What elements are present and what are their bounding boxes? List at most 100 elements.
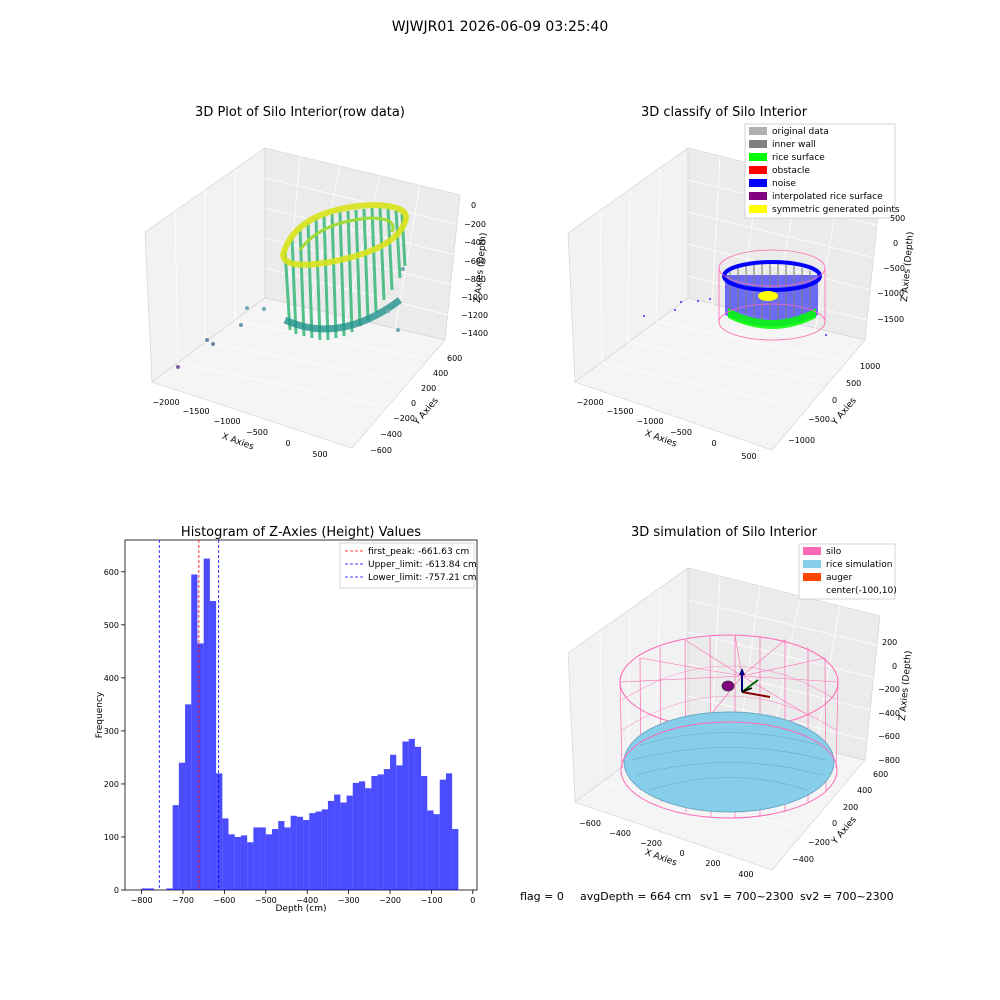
histogram-y-tick-label: 400 [104, 674, 119, 683]
histogram-y-tick-label: 300 [104, 727, 119, 736]
raw-x-tick: 500 [312, 450, 327, 459]
histogram-bar [414, 746, 422, 890]
footer-sv2: sv2 = 700~2300 [800, 890, 894, 903]
histogram-bar [327, 800, 335, 890]
simulation-y-tick: 600 [873, 770, 888, 779]
simulation-x-tick: 200 [705, 859, 720, 868]
classify-legend-swatch [749, 153, 767, 161]
histogram-bar [216, 773, 223, 890]
classify-x-tick: −1500 [606, 407, 633, 416]
simulation-legend-label: silo [826, 547, 842, 557]
classify-floor-pane [574, 297, 866, 451]
classify-rice-surface [728, 308, 816, 329]
histogram-bar [178, 762, 186, 890]
histogram-bar [352, 782, 359, 890]
classify-legend-label: rice surface [772, 153, 825, 163]
histogram-bar [203, 558, 210, 890]
classify-panel: 3D classify of Silo Interior origina [567, 105, 916, 461]
center-marker [721, 680, 735, 692]
histogram-bar [358, 781, 366, 890]
simulation-x-tick: 0 [679, 849, 684, 858]
simulation-z-tick: −800 [878, 756, 900, 765]
histogram-bar [253, 827, 260, 890]
histogram-legend-box [339, 542, 475, 589]
classify-legend-label: symmetric generated points [772, 205, 900, 215]
silo-roof-lines [619, 634, 839, 729]
histogram-y-tick-label: 100 [104, 833, 119, 842]
raw-outlier [396, 328, 400, 332]
histogram-bar [365, 788, 372, 890]
raw-z-tick: 0 [471, 201, 476, 210]
classify-x-ticks: −2000 −1500 −1000 −500 0 500 [576, 398, 756, 461]
histogram-bar [396, 765, 403, 890]
classify-noise-point [643, 315, 645, 317]
raw-y-tick: −200 [393, 414, 415, 423]
raw-outlier [239, 323, 243, 327]
histogram-bar [209, 600, 217, 890]
simulation-z-tick: −600 [878, 732, 900, 741]
histogram-x-tick-label: −200 [379, 896, 401, 905]
simulation-z-label: Z Axies (Depth) [898, 650, 914, 721]
histogram-legend-label: Lower_limit: -757.21 cm [368, 573, 476, 583]
histogram-legend-label: Upper_limit: -613.84 cm [368, 560, 477, 570]
histogram-bar [452, 829, 459, 890]
histogram-x-tick-label: −400 [296, 896, 318, 905]
classify-y-tick: −1000 [788, 436, 815, 445]
classify-x-tick: −500 [670, 428, 692, 437]
raw-y-tick: 400 [433, 369, 448, 378]
histogram-y-ticks: 0 100 200 300 400 500 600 [104, 568, 125, 895]
simulation-z-tick: 200 [882, 638, 897, 647]
histogram-bar [247, 842, 254, 890]
classify-legend-label: obstacle [772, 166, 810, 176]
simulation-legend-label: auger [826, 573, 852, 583]
histogram-bar [390, 754, 397, 890]
classify-x-tick: 500 [741, 452, 756, 461]
footer-flag: flag = 0 [520, 890, 564, 903]
classify-noise-point [709, 298, 711, 300]
raw-outlier [386, 309, 390, 313]
histogram-bar [334, 794, 341, 890]
footer-sv1: sv1 = 700~2300 [700, 890, 794, 903]
classify-cylinder [643, 249, 827, 341]
raw-z-tick: −1000 [461, 293, 488, 302]
histogram-bar [309, 813, 316, 890]
classify-legend-label: interpolated rice surface [772, 192, 883, 202]
histogram-x-tick-label: −300 [338, 896, 360, 905]
raw-y-ticks: −600 −400 −200 0 200 400 600 [370, 354, 462, 455]
histogram-bar [290, 815, 297, 890]
histogram-x-tick-label: −100 [420, 896, 442, 905]
histogram-bar [191, 574, 198, 890]
raw-y-tick: 200 [421, 384, 436, 393]
simulation-y-tick: −200 [808, 838, 830, 847]
classify-legend-swatch [749, 166, 767, 174]
raw-x-tick: −1000 [213, 417, 240, 426]
simulation-x-ticks: −600 −400 −200 0 200 400 [579, 819, 754, 879]
simulation-x-tick: −400 [609, 829, 631, 838]
raw-point-cloud [176, 201, 409, 369]
histogram-bar [346, 795, 353, 890]
histogram-y-tick-label: 500 [104, 621, 119, 630]
raw-cloud-stripes [283, 207, 407, 341]
classify-y-tick: 0 [832, 396, 837, 405]
simulation-legend-label: center(-100,10) [826, 586, 897, 596]
histogram-bar [272, 829, 279, 890]
footer-avg-depth: avgDepth = 664 cm [580, 890, 691, 903]
raw-outlier [245, 306, 249, 310]
classify-z-tick: 0 [893, 239, 898, 248]
simulation-y-tick: 200 [843, 803, 858, 812]
raw-outlier [401, 267, 405, 271]
classify-y-tick: 1000 [860, 362, 880, 371]
auger-axis-y [741, 679, 759, 693]
histogram-x-ticks: −800 −700 −600 −500 −400 −300 −200 −100 0 [131, 890, 475, 905]
simulation-x-label: X Axies [643, 848, 678, 869]
histogram-y-tick-label: 200 [104, 780, 119, 789]
classify-y-ticks: −1000 −500 0 500 1000 [788, 362, 880, 445]
raw-outlier [176, 365, 180, 369]
raw-cloud-rim [279, 201, 409, 268]
raw-z-tick: −800 [464, 275, 486, 284]
simulation-x-tick: −600 [579, 819, 601, 828]
classify-z-tick: −1500 [877, 315, 904, 324]
histogram-bar [197, 643, 204, 890]
histogram-bar [284, 827, 291, 890]
